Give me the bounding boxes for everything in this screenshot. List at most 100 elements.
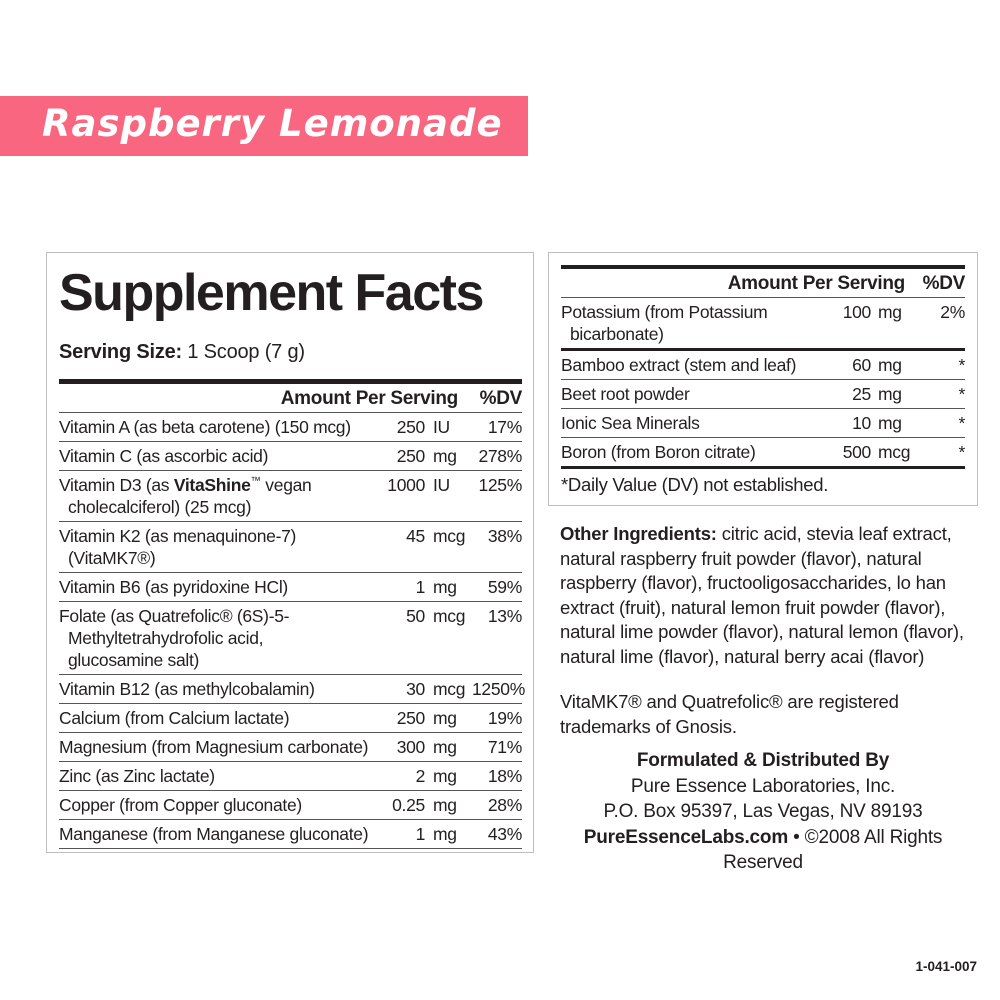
table-row: Potassium (from Potassium bicarbonate) 1… xyxy=(561,298,965,348)
daily-value: 18% xyxy=(487,766,522,786)
column-header-row: Amount Per Serving %DV xyxy=(59,384,522,413)
amount-unit: mcg xyxy=(878,442,911,462)
nutrient-name: Magnesium (from Magnesium carbonate) xyxy=(59,737,369,757)
product-code: 1-041-007 xyxy=(915,959,977,974)
amount-value: 500 xyxy=(842,442,872,462)
trademark-symbol: ™ xyxy=(250,475,262,488)
nutrient-values: 10 mg * xyxy=(823,412,965,434)
table-row: Zinc (as Zinc lactate) 2 mg 18% xyxy=(59,762,522,791)
bullet-separator: • xyxy=(793,826,800,848)
amount-unit: mg xyxy=(433,766,457,786)
table-row: Ionic Sea Minerals 10 mg * xyxy=(561,409,965,438)
dv-footnote: *Daily Value (DV) not established. xyxy=(561,474,829,495)
table-row: Boron (from Boron citrate) 500 mcg * xyxy=(561,438,965,466)
website: PureEssenceLabs.com xyxy=(583,826,789,848)
amount-unit: mg xyxy=(433,577,457,597)
flavor-banner: Raspberry Lemonade xyxy=(0,96,528,156)
daily-value: 59% xyxy=(487,577,522,597)
amount-unit: mg xyxy=(878,384,902,404)
table-row: Calcium (from Calcium lactate) 250 mg 19… xyxy=(59,704,522,733)
table-row: Beet root powder 25 mg * xyxy=(561,380,965,409)
amount-unit: mg xyxy=(433,824,457,844)
amount-unit: mg xyxy=(878,355,902,375)
nutrient-values: 25 mg * xyxy=(823,383,965,405)
amount-value: 60 xyxy=(852,355,871,375)
flavor-title: Raspberry Lemonade xyxy=(42,101,503,145)
amount-value: 50 xyxy=(406,606,425,626)
table-row: Vitamin K2 (as menaquinone-7) (VitaMK7®)… xyxy=(59,522,522,573)
daily-value: 2% xyxy=(940,302,965,322)
amount-unit: mg xyxy=(433,446,457,466)
amount-column-header: Amount Per Serving xyxy=(727,273,906,294)
amount-unit: mg xyxy=(433,708,457,728)
amount-value: 250 xyxy=(396,446,426,466)
nutrient-values: 30 mcg 1250% xyxy=(369,678,525,700)
daily-value: 71% xyxy=(487,737,522,757)
amount-unit: IU xyxy=(433,475,450,495)
nutrient-values: 1 mg 43% xyxy=(369,823,523,845)
table-row: Bamboo extract (stem and leaf) 60 mg * xyxy=(561,351,965,380)
trademark-note: VitaMK7® and Quatrefolic® are registered… xyxy=(560,691,899,737)
nutrient-name: Zinc (as Zinc lactate) xyxy=(59,766,215,786)
medium-rule xyxy=(561,348,965,351)
amount-unit: mg xyxy=(433,795,457,815)
daily-value: 38% xyxy=(487,526,522,546)
medium-rule xyxy=(561,466,965,469)
distributor-company: Pure Essence Laboratories, Inc. xyxy=(630,775,896,797)
daily-value: * xyxy=(958,442,965,462)
nutrient-values: 0.25 mg 28% xyxy=(369,794,522,816)
nutrient-values: 500 mcg * xyxy=(823,441,966,463)
distributor-heading: Formulated & Distributed By xyxy=(636,750,890,771)
nutrient-values: 250 mg 278% xyxy=(369,445,523,467)
nutrient-name: Vitamin K2 (as menaquinone-7) (VitaMK7®) xyxy=(59,526,297,568)
nutrient-name: Vitamin B6 (as pyridoxine HCl) xyxy=(59,577,288,597)
other-ingredients-text: citric acid, stevia leaf extract, natura… xyxy=(560,523,964,667)
amount-value: 30 xyxy=(406,679,425,699)
nutrient-name: Folate (as Quatrefolic® (6S)-5- Methylte… xyxy=(59,606,290,670)
thick-rule xyxy=(59,379,522,384)
other-ingredients: Other Ingredients: citric acid, stevia l… xyxy=(560,522,978,669)
daily-value: 28% xyxy=(487,795,522,815)
amount-value: 25 xyxy=(852,384,871,404)
nutrient-name: Vitamin D3 (as VitaShine™ vegan cholecal… xyxy=(59,475,312,517)
nutrient-values: 45 mcg 38% xyxy=(369,525,522,547)
table-row: Copper (from Copper gluconate) 0.25 mg 2… xyxy=(59,791,522,820)
nutrient-values: 60 mg * xyxy=(823,354,965,376)
nutrient-name: Beet root powder xyxy=(561,384,690,404)
amount-unit: mcg xyxy=(433,606,466,626)
amount-unit: mg xyxy=(878,413,902,433)
table-row: Vitamin B12 (as methylcobalamin) 30 mcg … xyxy=(59,675,525,704)
nutrient-values: 250 IU 17% xyxy=(369,416,523,438)
nutrient-name: Manganese (from Manganese gluconate) xyxy=(59,824,369,844)
table-row: Folate (as Quatrefolic® (6S)-5- Methylte… xyxy=(59,602,522,675)
amount-value: 300 xyxy=(396,737,426,757)
amount-value: 1000 xyxy=(387,475,425,495)
dv-column-header: %DV xyxy=(479,388,523,409)
supplement-facts-panel-continued: Amount Per Serving %DV Potassium (from P… xyxy=(548,252,978,506)
nutrient-values: 50 mcg 13% xyxy=(369,605,522,627)
nutrient-values: 1 mg 59% xyxy=(369,576,523,598)
amount-value: 2 xyxy=(415,766,426,786)
table-row: Magnesium (from Magnesium carbonate) 300… xyxy=(59,733,522,762)
table-row: Vitamin C (as ascorbic acid) 250 mg 278% xyxy=(59,442,522,471)
nutrient-name: Boron (from Boron citrate) xyxy=(561,442,756,462)
serving-size-label: Serving Size: xyxy=(59,341,182,363)
serving-size: Serving Size: 1 Scoop (7 g) xyxy=(59,341,522,364)
table-row: Vitamin A (as beta carotene) (150 mcg) 2… xyxy=(59,413,522,442)
panel-title: Supplement Facts xyxy=(59,264,484,322)
amount-value: 250 xyxy=(396,417,426,437)
nutrient-name: Ionic Sea Minerals xyxy=(561,413,700,433)
amount-value: 10 xyxy=(852,413,871,433)
nutrient-name: Bamboo extract (stem and leaf) xyxy=(561,355,797,375)
nutrient-values: 100 mg 2% xyxy=(823,301,966,323)
serving-size-value: 1 Scoop (7 g) xyxy=(187,341,305,363)
nutrient-values: 300 mg 71% xyxy=(369,736,523,758)
table-row: Vitamin D3 (as VitaShine™ vegan cholecal… xyxy=(59,471,522,522)
nutrient-values: 250 mg 19% xyxy=(369,707,523,729)
copyright: ©2008 All Rights Reserved xyxy=(723,826,943,874)
daily-value: 278% xyxy=(478,446,522,466)
distributor-website-line: PureEssenceLabs.com • ©2008 All Rights R… xyxy=(548,825,978,876)
amount-value: 0.25 xyxy=(392,795,425,815)
amount-unit: IU xyxy=(433,417,450,437)
